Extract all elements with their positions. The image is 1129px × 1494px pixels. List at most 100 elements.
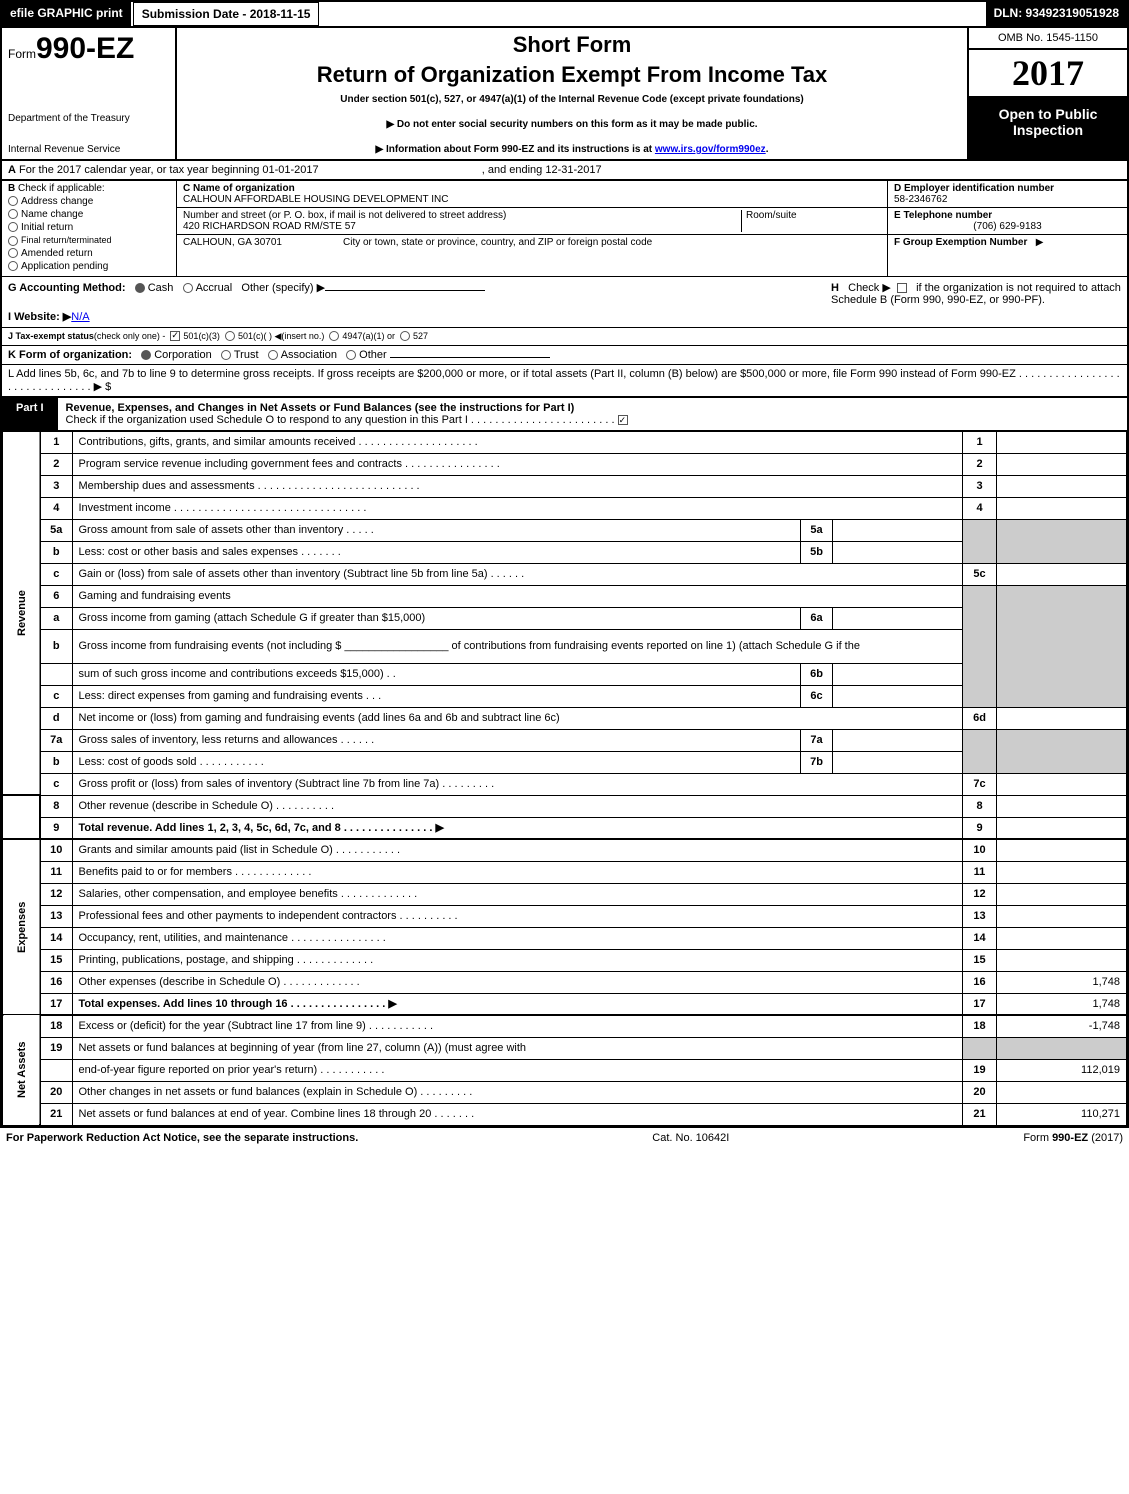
table-row: cGain or (loss) from sale of assets othe… (3, 563, 1127, 585)
addr-label: Number and street (or P. O. box, if mail… (183, 210, 741, 221)
ein-value: 58-2346762 (894, 194, 947, 205)
table-row: Revenue 1 Contributions, gifts, grants, … (3, 431, 1127, 453)
radio-corp[interactable] (141, 350, 151, 360)
header-left: Form990-EZ Department of the Treasury In… (2, 28, 177, 159)
footer-right: Form 990-EZ (2017) (1023, 1132, 1123, 1144)
E-label: E Telephone number (894, 210, 992, 221)
table-row: end-of-year figure reported on prior yea… (3, 1059, 1127, 1081)
irs-link[interactable]: www.irs.gov/form990ez (655, 144, 766, 155)
table-row: 20Other changes in net assets or fund ba… (3, 1081, 1127, 1103)
info-post: . (766, 144, 769, 155)
table-row: 19Net assets or fund balances at beginni… (3, 1037, 1127, 1059)
part-I-check: Check if the organization used Schedule … (66, 414, 615, 426)
table-row: 21Net assets or fund balances at end of … (3, 1103, 1127, 1125)
header-center: Short Form Return of Organization Exempt… (177, 28, 967, 159)
tax-year: 2017 (969, 50, 1127, 98)
chk-4947[interactable] (329, 331, 339, 341)
chk-501c[interactable] (225, 331, 235, 341)
dln-label: DLN: 93492319051928 (986, 2, 1127, 26)
form-number: 990-EZ (36, 32, 134, 65)
top-bar: efile GRAPHIC print Submission Date - 20… (0, 0, 1129, 28)
table-row: 13Professional fees and other payments t… (3, 905, 1127, 927)
table-row: 15Printing, publications, postage, and s… (3, 949, 1127, 971)
chk-initial-return[interactable]: Initial return (8, 222, 170, 233)
row-J: J Tax-exempt status(check only one) - 50… (0, 328, 1129, 346)
chk-sched-O[interactable] (618, 415, 628, 425)
line-A: A For the 2017 calendar year, or tax yea… (0, 161, 1129, 181)
D-label: D Employer identification number (894, 183, 1054, 194)
table-row: Expenses 10Grants and similar amounts pa… (3, 839, 1127, 861)
chk-final-return[interactable]: Final return/terminated (8, 235, 170, 246)
part-I-table: Revenue 1 Contributions, gifts, grants, … (0, 431, 1129, 1128)
omb-number: OMB No. 1545-1150 (969, 28, 1127, 50)
radio-trust[interactable] (221, 350, 231, 360)
footer-left: For Paperwork Reduction Act Notice, see … (6, 1132, 358, 1144)
phone-value: (706) 629-9183 (894, 221, 1121, 232)
chk-527[interactable] (400, 331, 410, 341)
revenue-label: Revenue (3, 431, 41, 795)
org-name: CALHOUN AFFORDABLE HOUSING DEVELOPMENT I… (183, 194, 881, 205)
row-L: L Add lines 5b, 6c, and 7b to line 9 to … (0, 365, 1129, 398)
G-label: G Accounting Method: (8, 282, 126, 294)
table-row: dNet income or (loss) from gaming and fu… (3, 707, 1127, 729)
part-I-label: Part I (2, 398, 58, 430)
col-B: B Check if applicable: Address change Na… (2, 181, 177, 276)
chk-address-change[interactable]: Address change (8, 196, 170, 207)
chk-501c3[interactable] (170, 331, 180, 341)
radio-accrual[interactable] (183, 283, 193, 293)
table-row: 8Other revenue (describe in Schedule O) … (3, 795, 1127, 817)
row-K: K Form of organization: Corporation Trus… (0, 346, 1129, 365)
H-label: H (831, 282, 839, 294)
open-line1: Open to Public (973, 106, 1123, 122)
ssn-warning: ▶ Do not enter social security numbers o… (185, 119, 959, 130)
info-line: ▶ Information about Form 990-EZ and its … (185, 144, 959, 155)
chk-H[interactable] (897, 283, 907, 293)
table-row: bGross income from fundraising events (n… (3, 629, 1127, 663)
col-C: C Name of organization CALHOUN AFFORDABL… (177, 181, 887, 276)
table-row: 11Benefits paid to or for members . . . … (3, 861, 1127, 883)
website-link[interactable]: N/A (71, 311, 89, 323)
table-row: 17Total expenses. Add lines 10 through 1… (3, 993, 1127, 1015)
dept-treasury: Department of the Treasury (8, 113, 169, 124)
table-row: 12Salaries, other compensation, and empl… (3, 883, 1127, 905)
efile-print-button[interactable]: efile GRAPHIC print (2, 2, 133, 26)
chk-amended[interactable]: Amended return (8, 248, 170, 259)
J-label: J Tax-exempt status (8, 331, 94, 341)
line-A-mid: , and ending 12-31-2017 (482, 164, 602, 176)
B-label: Check if applicable: (18, 183, 105, 194)
F-arrow: ▶ (1036, 237, 1044, 248)
table-row: 2Program service revenue including gover… (3, 453, 1127, 475)
line-A-pre: For the 2017 calendar year, or tax year … (19, 164, 319, 176)
radio-other[interactable] (346, 350, 356, 360)
short-form-title: Short Form (185, 32, 959, 58)
table-row: 9Total revenue. Add lines 1, 2, 3, 4, 5c… (3, 817, 1127, 839)
form-prefix: Form (8, 47, 36, 61)
page-footer: For Paperwork Reduction Act Notice, see … (0, 1128, 1129, 1148)
table-row: Net Assets 18Excess or (deficit) for the… (3, 1015, 1127, 1037)
city-value: CALHOUN, GA 30701 (183, 237, 323, 248)
expenses-label: Expenses (3, 839, 41, 1015)
table-row: cGross profit or (loss) from sales of in… (3, 773, 1127, 795)
netassets-label: Net Assets (3, 1015, 41, 1125)
chk-app-pending[interactable]: Application pending (8, 261, 170, 272)
C-label: C Name of organization (183, 183, 295, 194)
irs-label: Internal Revenue Service (8, 144, 169, 155)
chk-name-change[interactable]: Name change (8, 209, 170, 220)
open-to-public: Open to Public Inspection (969, 98, 1127, 159)
submission-date: Submission Date - 2018-11-15 (133, 2, 320, 26)
block-B-through-F: B Check if applicable: Address change Na… (0, 181, 1129, 277)
table-row: 16Other expenses (describe in Schedule O… (3, 971, 1127, 993)
table-row: sum of such gross income and contributio… (3, 663, 1127, 685)
city-label: City or town, state or province, country… (323, 237, 881, 248)
radio-cash[interactable] (135, 283, 145, 293)
part-I-title: Revenue, Expenses, and Changes in Net As… (58, 398, 1127, 430)
part-I-header: Part I Revenue, Expenses, and Changes in… (0, 398, 1129, 431)
radio-assoc[interactable] (268, 350, 278, 360)
addr-value: 420 RICHARDSON ROAD RM/STE 57 (183, 221, 741, 232)
I-label: I Website: ▶ (8, 311, 71, 323)
table-row: cLess: direct expenses from gaming and f… (3, 685, 1127, 707)
header-right: OMB No. 1545-1150 2017 Open to Public In… (967, 28, 1127, 159)
row-G-H: G Accounting Method: Cash Accrual Other … (0, 277, 1129, 328)
room-label: Room/suite (746, 210, 881, 221)
table-row: 3Membership dues and assessments . . . .… (3, 475, 1127, 497)
